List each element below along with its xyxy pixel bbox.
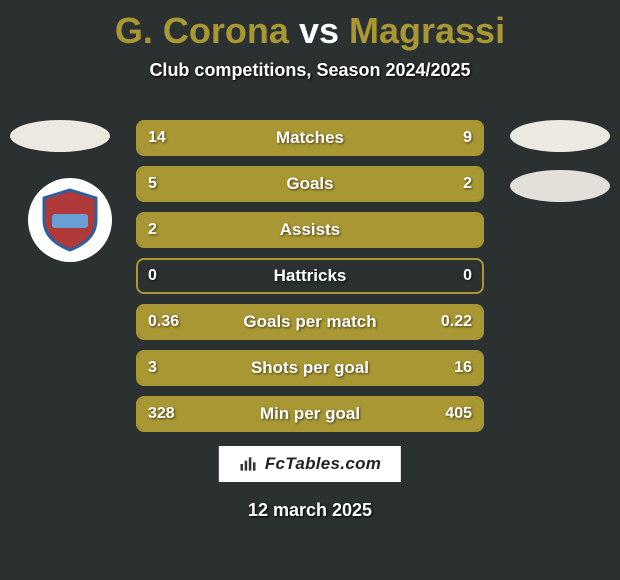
stat-value-left: 328: [148, 405, 175, 423]
stat-value-left: 3: [148, 359, 157, 377]
left-logo-placeholder-1: [10, 120, 110, 152]
stat-row: 2Assists: [136, 212, 484, 248]
stat-bar-left: [138, 168, 382, 200]
stats-container: 149Matches52Goals2Assists00Hattricks0.36…: [136, 120, 484, 442]
stat-value-right: 16: [454, 359, 472, 377]
stat-value-right: 0: [463, 267, 472, 285]
stat-row: 0 0Hattricks: [136, 258, 484, 294]
stat-bar-left: [138, 352, 193, 384]
brand-chart-icon: [239, 454, 259, 474]
comparison-title: G. Corona vs Magrassi: [0, 0, 620, 52]
stat-value-left: 0.36: [148, 313, 179, 331]
stat-row: 52Goals: [136, 166, 484, 202]
stat-bar-left: [138, 214, 482, 246]
stat-value-left: 14: [148, 129, 166, 147]
stat-value-right: 0.22: [441, 313, 472, 331]
right-logo-placeholder-1: [510, 120, 610, 152]
subtitle: Club competitions, Season 2024/2025: [0, 60, 620, 81]
stat-bar-right: [193, 352, 482, 384]
right-logo-placeholder-2: [510, 170, 610, 202]
stat-row: 328405Min per goal: [136, 396, 484, 432]
date-text: 12 march 2025: [0, 500, 620, 521]
stat-bar-right: [348, 122, 482, 154]
player1-name: G. Corona: [115, 10, 289, 51]
stat-row: 316Shots per goal: [136, 350, 484, 386]
vs-text: vs: [299, 10, 339, 51]
stat-value-left: 2: [148, 221, 157, 239]
stat-row: 149Matches: [136, 120, 484, 156]
stat-value-right: 405: [445, 405, 472, 423]
stat-value-right: 9: [463, 129, 472, 147]
stat-row: 0.360.22Goals per match: [136, 304, 484, 340]
brand-badge: FcTables.com: [219, 446, 401, 482]
left-club-badge-icon: [36, 186, 104, 254]
stat-value-left: 0: [148, 267, 157, 285]
stat-label: Hattricks: [138, 266, 482, 286]
stat-bar-left: [138, 122, 348, 154]
stat-value-right: 2: [463, 175, 472, 193]
stat-value-left: 5: [148, 175, 157, 193]
brand-text: FcTables.com: [265, 454, 381, 474]
player2-name: Magrassi: [349, 10, 505, 51]
